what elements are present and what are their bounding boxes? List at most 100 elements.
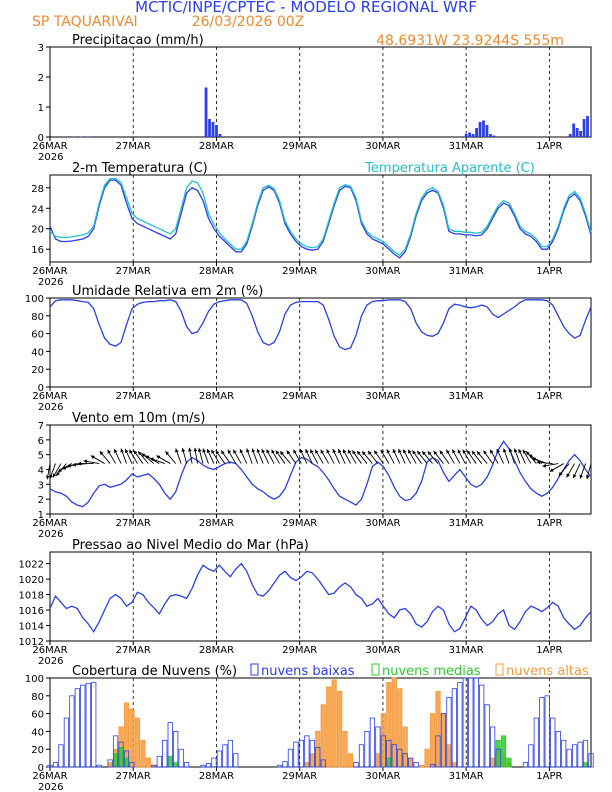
cloud-bar-nuvens-baixas [315,747,321,768]
wind-vector-head [266,449,270,454]
wind-vector-head [188,447,192,452]
y-tick-label: 20 [31,365,44,376]
precip-bar [575,128,579,137]
cloud-bar-nuvens-baixas [118,741,124,768]
cloud-bar-nuvens-baixas [173,731,179,768]
cloud-bar-nuvens-medias [506,757,512,768]
x-tick-label: 27MAR [116,771,151,782]
y-tick-label: 40 [31,347,44,358]
cloud-bar-nuvens-baixas [408,757,414,768]
x-tick-label: 31MAR [449,391,484,402]
panel-press: 26MAR 27MAR 28MAR 29MAR 30MAR 31MAR 1APR 2026 10… [19,538,592,667]
precip-bar [211,122,215,137]
y-tick-label: 100 [25,674,44,685]
x-tick-label: 30MAR [365,266,400,277]
wind-vector-head [476,451,481,456]
wind-vector-head [175,448,179,453]
wind-vector-head [427,451,432,456]
panel-frame [49,677,592,768]
precip-bar [464,134,468,137]
x-tick-label: 31MAR [449,645,484,656]
panel-precip: 26MAR 27MAR 28MAR 29MAR 30MAR 31MAR 1APR 2026 0 1… [32,33,592,163]
wind-vector-head [457,449,462,454]
wind-vector-head [446,449,450,454]
precip-bar [489,134,492,137]
y-tick-label: 0 [38,383,44,394]
cloud-bar-nuvens-baixas [402,753,408,768]
y-tick-label: 1 [38,510,44,521]
cloud-bar-nuvens-baixas [156,755,162,768]
wind-vector-head [299,449,304,454]
cloud-bar-nuvens-baixas [282,761,288,768]
x-tick-label: 26MAR [32,391,67,402]
y-tick-label: 1018 [19,591,44,602]
wind-vector-head [326,449,330,454]
wind-vector-head [251,448,256,453]
cloud-bar-nuvens-baixas [413,762,419,768]
wind-vector-head [181,448,186,452]
wind-vector-head [532,457,537,462]
x-tick-label: 31MAR [449,518,484,529]
legend-apparent-temp: Temperatura Aparente (C) [364,161,535,176]
wind-vector-head [433,451,438,455]
cloud-bar-nuvens-baixas [539,697,545,768]
precip-bar [582,119,586,137]
panel-rh: 26MAR 27MAR 28MAR 29MAR 30MAR 31MAR 1APR 2026 0 2… [25,284,592,413]
wind-vector-head [67,463,71,468]
y-tick-label: 3 [38,480,44,491]
x-tick-label: 29MAR [282,141,317,152]
cloud-bar-nuvens-baixas [429,763,436,768]
cloud-bar-nuvens-baixas [577,741,583,768]
precip-bar [485,125,489,137]
wind-vector-head [193,447,198,452]
cloud-bar-nuvens-altas [134,717,141,768]
panel-clouds: 26MAR 27MAR 28MAR 29MAR 30MAR 31MAR 1APR 2026 0 2… [25,663,594,792]
x-year-label: 2026 [38,656,63,667]
wind-vector-head [439,450,444,455]
x-tick-label: 30MAR [365,645,400,656]
wind-vector-head [343,449,347,454]
cloud-bar-nuvens-baixas [484,704,490,768]
wind-vector-head [133,450,138,455]
y-tick-label: 80 [31,312,44,323]
wind-vector-head [83,459,88,464]
cloud-bar-nuvens-baixas [582,739,589,768]
wind-vector-head [221,450,225,455]
cloud-bar-nuvens-baixas [151,764,157,768]
wind-vector-head [197,448,202,452]
x-year-label: 2026 [38,529,63,540]
wind-vector-head [120,448,124,453]
y-tick-label: 0 [38,763,44,774]
panel-frame [49,174,592,263]
wind-vector-head [261,449,265,454]
wind-vector-head [338,449,342,454]
cloud-bar-nuvens-baixas [222,744,228,768]
x-year-label: 2026 [38,152,63,163]
header-location: SP TAQUARIVAI [32,14,138,30]
wind-vector-head [357,451,361,455]
wind-vector-head [573,474,577,479]
precip-bar [86,136,90,138]
cloud-bar-nuvens-baixas [200,764,206,768]
wind-vector-head [513,448,518,453]
cloud-bar-nuvens-baixas [391,744,397,768]
precip-bar [468,132,472,137]
wind-vector-head [585,475,590,479]
x-tick-label: 31MAR [449,266,484,277]
panel-title: Cobertura de Nuvens (%) [72,664,237,679]
cloud-bar-nuvens-baixas [96,764,102,768]
cloud-bar-nuvens-baixas [58,744,64,768]
series-line-1 [49,177,592,257]
x-tick-label: 29MAR [282,518,317,529]
wind-vector-head [408,449,412,454]
x-tick-label: 30MAR [365,141,400,152]
cloud-bar-nuvens-altas [429,713,436,768]
wind-vector-head [233,449,237,454]
x-tick-label: 26MAR [32,141,67,152]
wind-vector-head [293,449,297,454]
y-tick-label: 80 [31,692,44,703]
x-tick-label: 29MAR [282,391,317,402]
precip-bar [215,125,218,137]
cloud-bar-nuvens-altas [140,739,146,768]
precip-bar [208,119,211,137]
